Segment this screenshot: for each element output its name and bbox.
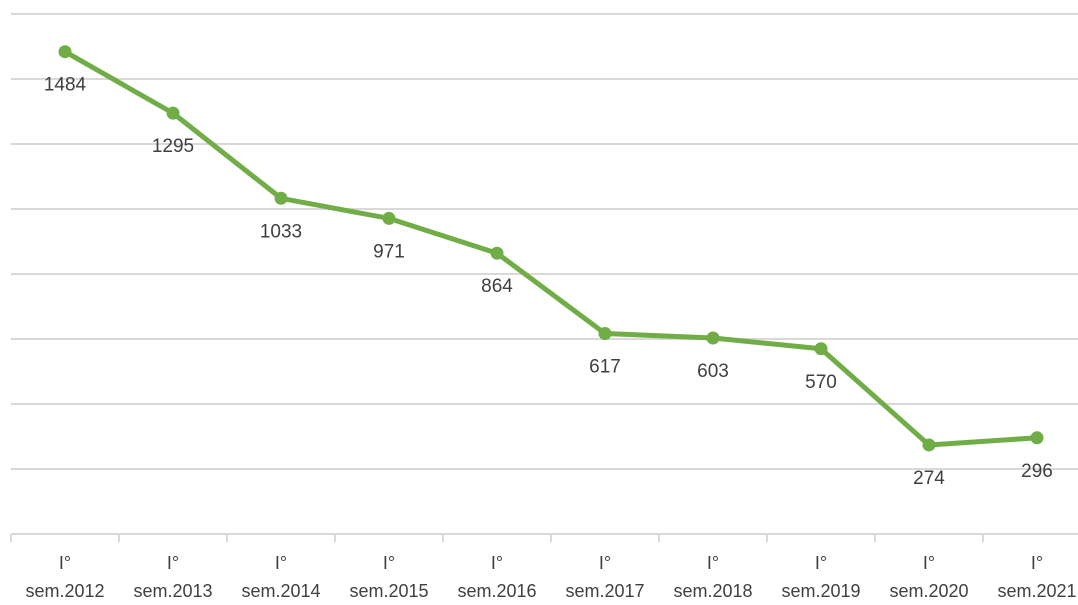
point	[58, 45, 72, 59]
data-label: 1484	[44, 75, 87, 96]
point	[922, 438, 936, 452]
point	[598, 326, 612, 340]
data-label: 1033	[260, 221, 302, 242]
x-tick-label: I° sem.2016	[457, 553, 537, 601]
point	[490, 246, 504, 260]
data-label: 570	[805, 372, 837, 393]
point	[1030, 431, 1044, 445]
point	[814, 342, 828, 356]
x-tick-label: I° sem.2013	[133, 553, 213, 601]
point	[382, 211, 396, 225]
data-label: 971	[373, 241, 405, 262]
x-tick-label: I° sem.2014	[241, 553, 321, 601]
data-label: 296	[1021, 461, 1053, 482]
point	[706, 331, 720, 345]
data-label: 274	[913, 468, 945, 489]
data-label: 864	[481, 276, 513, 297]
data-label: 603	[697, 361, 729, 382]
x-tick-label: I° sem.2012	[25, 553, 105, 601]
point	[274, 191, 288, 205]
x-tick-label: I° sem.2015	[349, 553, 429, 601]
data-label: 617	[589, 356, 621, 377]
x-tick-label: I° sem.2018	[673, 553, 753, 601]
x-tick-label: I° sem.2020	[889, 553, 969, 601]
x-tick-label: I° sem.2019	[781, 553, 861, 601]
data-label: 1295	[152, 136, 194, 157]
series-line	[63, 49, 1038, 448]
point	[166, 106, 180, 120]
x-tick-label: I° sem.2021	[997, 553, 1077, 601]
x-tick-label: I° sem.2017	[565, 553, 645, 601]
